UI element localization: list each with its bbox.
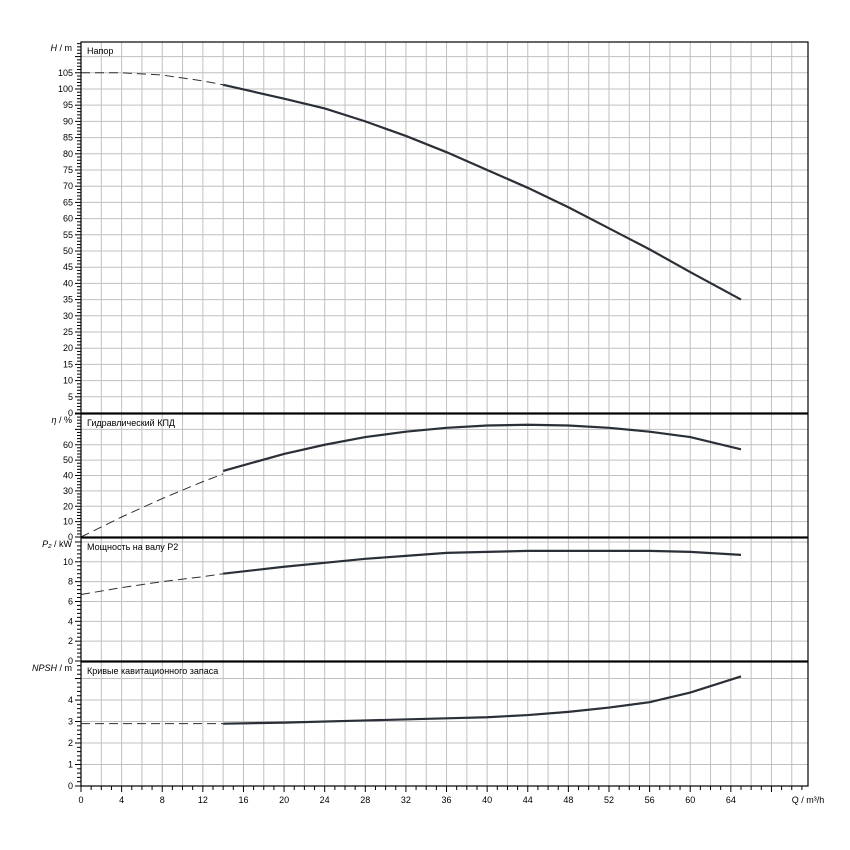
curve-operating [223,675,742,725]
x-tick-label: 52 [604,795,614,805]
x-tick-label: 16 [238,795,248,805]
y-tick-label: 4 [68,616,73,626]
y-tick-label: 65 [63,197,73,207]
y-axis-unit: / kW [52,539,73,549]
curve-operating [222,83,742,301]
y-axis-label: P₂ / kW [42,539,72,549]
y-tick-label: 10 [63,376,73,386]
curve-extrapolated [80,573,224,596]
panel-title: Напор [87,46,113,56]
x-tick-label: 20 [279,795,289,805]
y-tick-label: 4 [68,695,73,705]
panel-frame [80,41,809,414]
y-tick-label: 80 [63,149,73,159]
y-tick-label: 25 [63,327,73,337]
panel-title: Мощность на валу P2 [87,542,178,552]
y-tick-label: 60 [63,440,73,450]
y-tick-label: 0 [68,781,73,791]
x-tick-label: 12 [198,795,208,805]
x-tick-label: 60 [685,795,695,805]
y-axis-symbol: P₂ [42,539,52,549]
y-axis-symbol: H [51,43,58,53]
y-tick-label: 100 [58,84,73,94]
panel-0: 0 5 10 15 20 25 30 35 40 45 50 55 60 65 70 75 80 85 90 95 10… [51,41,809,418]
y-axis-unit: / m [57,663,72,673]
x-tick-label: 32 [401,795,411,805]
panel-frame [80,413,809,538]
x-tick-label: 8 [160,795,165,805]
panel-frame [80,661,809,787]
y-axis-unit: / % [56,415,72,425]
y-tick-label: 0 [68,408,73,418]
y-axis-label: η / % [51,415,72,425]
x-tick-label: 40 [482,795,492,805]
curve-operating [222,423,742,472]
curve-extrapolated [81,72,224,86]
curve-extrapolated [80,473,224,538]
y-tick-label: 20 [63,343,73,353]
y-tick-label: 0 [68,656,73,666]
x-tick-label: 48 [563,795,573,805]
y-tick-label: 10 [63,517,73,527]
panel-3: 0 1 2 3 4 NPSH / m Кривые кавитационного запас… [32,661,809,791]
panel-2: 0 2 4 6 8 10 P₂ / kW Мощность на валу P2 [42,537,809,666]
x-tick-label: 44 [523,795,533,805]
y-tick-label: 15 [63,359,73,369]
y-tick-label: 75 [63,165,73,175]
y-tick-label: 60 [63,214,73,224]
y-tick-label: 8 [68,577,73,587]
x-tick-label: 36 [442,795,452,805]
y-tick-label: 50 [63,246,73,256]
y-tick-label: 3 [68,717,73,727]
x-tick-label: 64 [726,795,736,805]
y-tick-label: 70 [63,181,73,191]
y-tick-label: 45 [63,262,73,272]
y-tick-label: 30 [63,486,73,496]
y-tick-label: 105 [58,68,73,78]
panel-frame [80,537,809,662]
y-tick-label: 2 [68,738,73,748]
y-axis-unit: / m [57,43,72,53]
x-tick-label: 4 [119,795,124,805]
x-tick-label: 0 [78,795,83,805]
y-tick-label: 0 [68,532,73,542]
y-axis-label: NPSH / m [32,663,72,673]
y-tick-label: 1 [68,760,73,770]
y-tick-label: 5 [68,392,73,402]
y-tick-label: 90 [63,116,73,126]
y-tick-label: 40 [63,278,73,288]
curve-operating [223,549,742,575]
y-tick-label: 10 [63,557,73,567]
panel-title: Кривые кавитационного запаса [87,666,218,676]
y-tick-label: 30 [63,311,73,321]
y-tick-label: 85 [63,133,73,143]
y-axis-label: H / m [51,43,73,53]
panel-1: 0 10 20 30 40 50 60 η / % Гидравлический КПД [51,413,809,542]
panel-title: Гидравлический КПД [87,418,175,428]
y-tick-label: 50 [63,455,73,465]
y-tick-label: 20 [63,501,73,511]
y-tick-label: 95 [63,100,73,110]
x-axis-label: Q / m³/h [792,795,825,805]
y-tick-label: 35 [63,295,73,305]
x-tick-label: 24 [320,795,330,805]
x-tick-label: 56 [645,795,655,805]
y-axis-symbol: NPSH [32,663,58,673]
x-tick-label: 28 [360,795,370,805]
y-axis-symbol: η [51,415,56,425]
y-tick-label: 40 [63,471,73,481]
y-tick-label: 2 [68,636,73,646]
y-tick-label: 55 [63,230,73,240]
y-tick-label: 6 [68,596,73,606]
